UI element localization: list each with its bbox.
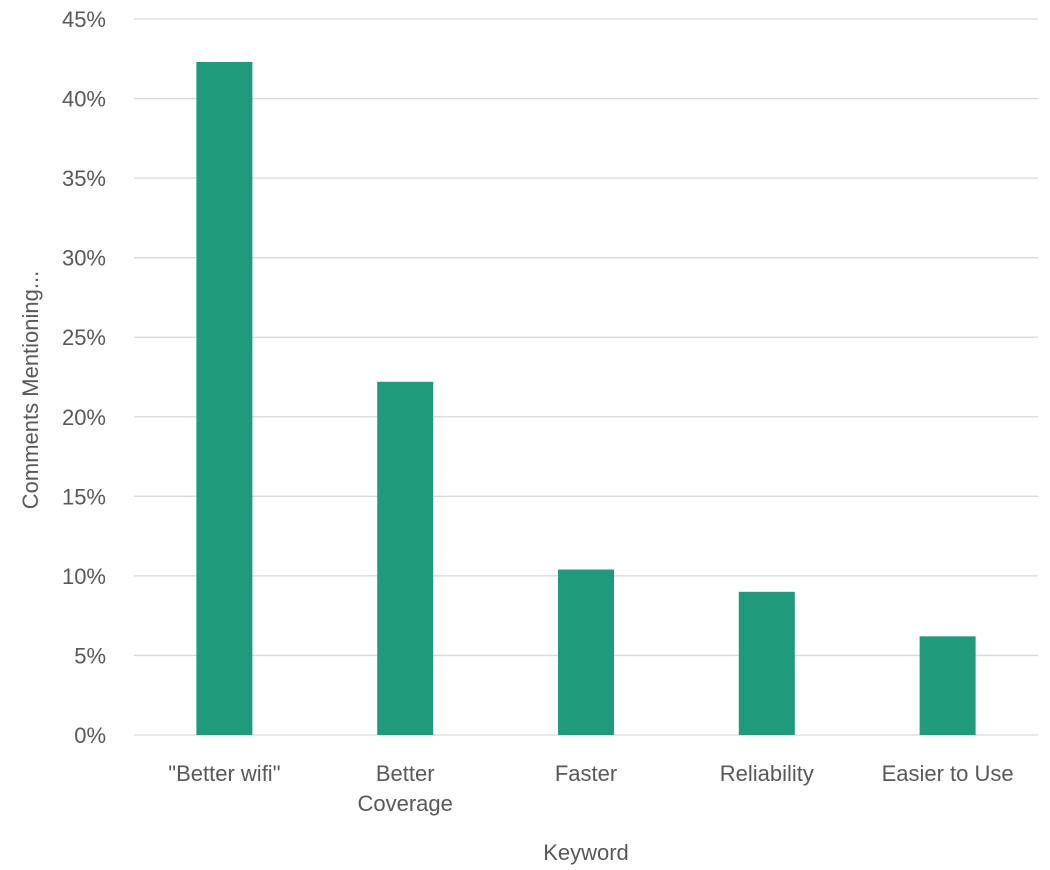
bar	[919, 636, 976, 735]
x-tick-label: Better Coverage	[358, 761, 453, 816]
x-axis-ticks: "Better wifi" Better Coverage Faster Reliabi…	[168, 761, 1013, 816]
y-tick-label: 25%	[62, 325, 106, 350]
bars	[196, 61, 976, 735]
y-tick-label: 30%	[62, 246, 106, 271]
x-tick-label: Faster	[555, 761, 617, 786]
y-axis-title: Comments Mentioning...	[18, 271, 43, 509]
bar	[738, 591, 795, 735]
y-tick-label: 20%	[62, 405, 106, 430]
x-tick-label: "Better wifi"	[168, 761, 280, 786]
y-tick-label: 0%	[74, 723, 106, 748]
y-tick-label: 5%	[74, 643, 106, 668]
y-tick-label: 10%	[62, 564, 106, 589]
bar	[558, 569, 614, 735]
y-tick-label: 35%	[62, 166, 106, 191]
x-tick-label: Reliability	[720, 761, 814, 786]
x-axis-title: Keyword	[543, 840, 629, 865]
y-axis-ticks: 0% 5% 10% 15% 20% 25% 30% 35% 40% 45%	[62, 7, 106, 748]
gridlines	[134, 18, 1038, 736]
bar	[196, 61, 253, 735]
y-tick-label: 15%	[62, 484, 106, 509]
x-tick-label: Easier to Use	[882, 761, 1014, 786]
y-tick-label: 40%	[62, 87, 106, 112]
y-tick-label: 45%	[62, 7, 106, 32]
bar	[377, 381, 434, 735]
